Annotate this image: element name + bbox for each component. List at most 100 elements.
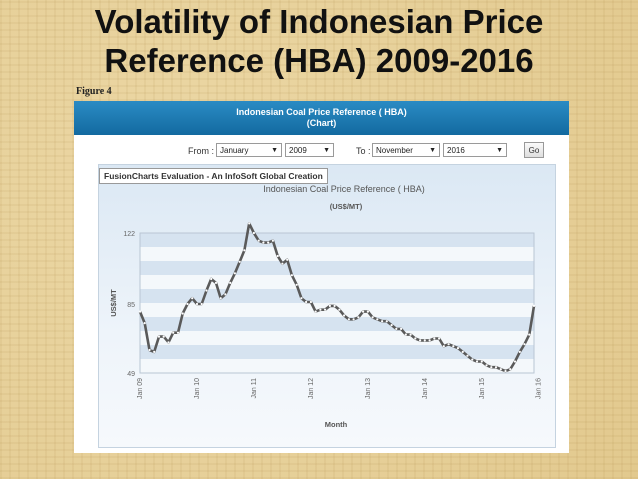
data-point[interactable]: [518, 350, 521, 353]
data-point[interactable]: [366, 310, 369, 313]
y-ticks: 49 85 122: [123, 231, 135, 378]
grid-band: [140, 345, 534, 359]
data-point[interactable]: [433, 337, 436, 340]
data-point[interactable]: [528, 333, 531, 336]
data-point[interactable]: [229, 281, 232, 284]
data-point[interactable]: [409, 333, 412, 336]
data-point[interactable]: [447, 343, 450, 346]
to-year-select[interactable]: 2016 ▼: [443, 143, 507, 157]
data-point[interactable]: [172, 331, 175, 334]
data-point[interactable]: [309, 300, 312, 304]
data-point[interactable]: [205, 289, 208, 292]
data-point[interactable]: [224, 293, 227, 296]
data-point[interactable]: [200, 302, 203, 306]
data-point[interactable]: [352, 318, 355, 321]
data-point[interactable]: [532, 304, 536, 307]
data-point[interactable]: [390, 324, 393, 327]
data-point[interactable]: [414, 337, 417, 340]
data-point[interactable]: [233, 272, 236, 275]
data-point[interactable]: [300, 297, 303, 300]
data-point[interactable]: [153, 350, 156, 353]
data-point[interactable]: [176, 331, 180, 334]
data-point[interactable]: [262, 241, 265, 244]
data-point[interactable]: [143, 322, 146, 325]
data-point[interactable]: [162, 335, 165, 338]
data-point[interactable]: [381, 320, 384, 323]
data-point[interactable]: [210, 277, 213, 281]
data-point[interactable]: [480, 360, 483, 363]
to-month-select[interactable]: November ▼: [372, 143, 440, 157]
data-point[interactable]: [485, 364, 488, 367]
data-point[interactable]: [186, 302, 189, 306]
data-point[interactable]: [281, 262, 284, 265]
data-point[interactable]: [290, 274, 293, 277]
data-point[interactable]: [167, 341, 170, 344]
to-month-value: November: [376, 146, 413, 155]
data-point[interactable]: [371, 316, 374, 319]
data-point[interactable]: [333, 304, 336, 307]
data-point[interactable]: [252, 231, 255, 235]
go-button[interactable]: Go: [524, 142, 544, 158]
data-point[interactable]: [376, 318, 379, 321]
data-point[interactable]: [523, 343, 526, 346]
data-point[interactable]: [395, 327, 398, 330]
data-point[interactable]: [191, 297, 194, 300]
data-point[interactable]: [295, 283, 298, 286]
data-point[interactable]: [362, 310, 365, 313]
chart-title: Indonesian Coal Price Reference ( HBA): [263, 184, 425, 194]
chevron-down-icon: ▼: [496, 147, 503, 154]
data-point[interactable]: [219, 297, 222, 300]
data-point[interactable]: [271, 239, 274, 242]
data-point[interactable]: [385, 320, 388, 323]
data-point[interactable]: [461, 350, 464, 353]
data-point[interactable]: [181, 312, 184, 315]
data-point[interactable]: [248, 222, 251, 225]
data-point[interactable]: [195, 302, 199, 306]
data-point[interactable]: [475, 360, 479, 363]
slide-title: Volatility of Indonesian Price Reference…: [0, 2, 638, 80]
data-point[interactable]: [148, 348, 151, 352]
data-point[interactable]: [419, 339, 422, 342]
data-point[interactable]: [286, 258, 289, 261]
data-point[interactable]: [513, 360, 517, 363]
plot-border: [139, 232, 535, 374]
data-point[interactable]: [243, 249, 246, 252]
data-point[interactable]: [504, 370, 507, 373]
data-point[interactable]: [404, 333, 407, 336]
data-point[interactable]: [257, 239, 260, 242]
data-point[interactable]: [319, 308, 322, 311]
data-point[interactable]: [338, 308, 341, 311]
data-point[interactable]: [238, 260, 241, 263]
data-point[interactable]: [328, 304, 331, 307]
data-point[interactable]: [305, 300, 308, 304]
data-point[interactable]: [452, 345, 455, 348]
from-month-select[interactable]: January ▼: [216, 143, 282, 157]
data-point[interactable]: [324, 308, 327, 311]
panel-header-subtitle: (Chart): [306, 118, 337, 128]
data-point[interactable]: [499, 368, 502, 371]
data-point[interactable]: [400, 327, 403, 330]
data-point[interactable]: [438, 337, 441, 340]
data-point[interactable]: [509, 368, 512, 371]
data-point[interactable]: [442, 345, 445, 348]
data-point[interactable]: [471, 358, 474, 361]
data-point[interactable]: [343, 314, 346, 317]
data-point[interactable]: [357, 316, 360, 319]
x-tick-label: Jan 16: [536, 378, 543, 399]
data-point[interactable]: [214, 281, 218, 284]
data-point[interactable]: [314, 310, 317, 313]
data-point[interactable]: [267, 241, 270, 244]
data-point[interactable]: [466, 354, 469, 357]
from-label: From :: [188, 146, 214, 156]
data-point[interactable]: [157, 335, 161, 338]
data-point[interactable]: [347, 318, 350, 321]
data-point[interactable]: [138, 310, 142, 313]
data-point[interactable]: [428, 339, 431, 342]
from-year-select[interactable]: 2009 ▼: [285, 143, 334, 157]
data-point[interactable]: [276, 254, 279, 258]
chevron-down-icon: ▼: [271, 147, 278, 154]
data-point[interactable]: [456, 347, 460, 350]
data-point[interactable]: [423, 339, 426, 342]
data-point[interactable]: [494, 366, 498, 369]
data-point[interactable]: [490, 366, 493, 369]
